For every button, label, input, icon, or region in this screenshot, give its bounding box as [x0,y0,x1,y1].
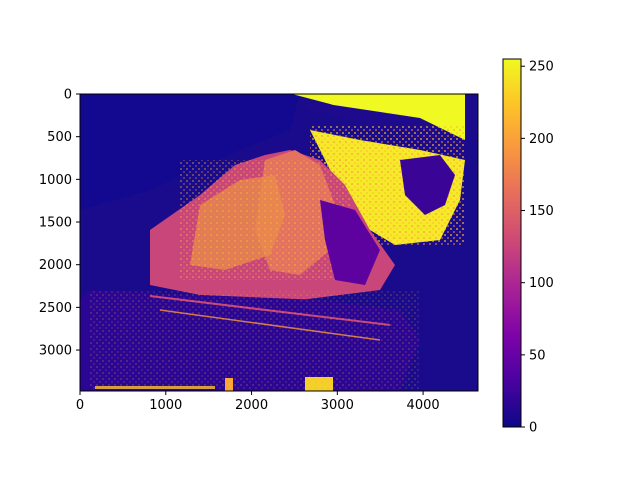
y-tick-label: 1500 [39,216,72,231]
bright-sky-upper-right [292,94,465,150]
heatmap-image [80,94,478,391]
x-tick-label: 0 [76,398,84,413]
x-tick-label: 3000 [321,398,354,413]
colorbar-tick-label: 200 [529,132,554,147]
colorbar-tick-label: 100 [529,276,554,291]
x-tick-label: 2000 [235,398,268,413]
upper-dark-region [80,94,300,210]
x-tick-label: 4000 [407,398,440,413]
y-tick-label: 500 [47,130,72,145]
lower-speckle [90,290,420,390]
x-axis: 0 1000 2000 3000 4000 [76,391,440,413]
y-tick-label: 0 [64,88,72,103]
y-tick-label: 2500 [39,301,72,316]
colorbar-tick-label: 150 [529,204,554,219]
colorbar [502,58,522,428]
colorbar-tick-label: 50 [529,348,546,363]
y-axis: 0 500 1000 1500 2000 2500 3000 [39,88,80,359]
colorbar-tick-label: 250 [529,60,554,75]
dark-cloud-right [400,155,455,215]
colorbar-tick-label: 0 [529,421,537,436]
x-tick-label: 1000 [149,398,182,413]
plot-frame [79,93,479,392]
y-tick-label: 1000 [39,173,72,188]
colorbar-axis: 0 50 100 150 200 250 [521,60,554,436]
y-tick-label: 2000 [39,258,72,273]
y-tick-label: 3000 [39,344,72,359]
temple-shadow [320,200,380,285]
sky-dark-band [300,100,465,160]
temple-speckle [180,160,350,280]
